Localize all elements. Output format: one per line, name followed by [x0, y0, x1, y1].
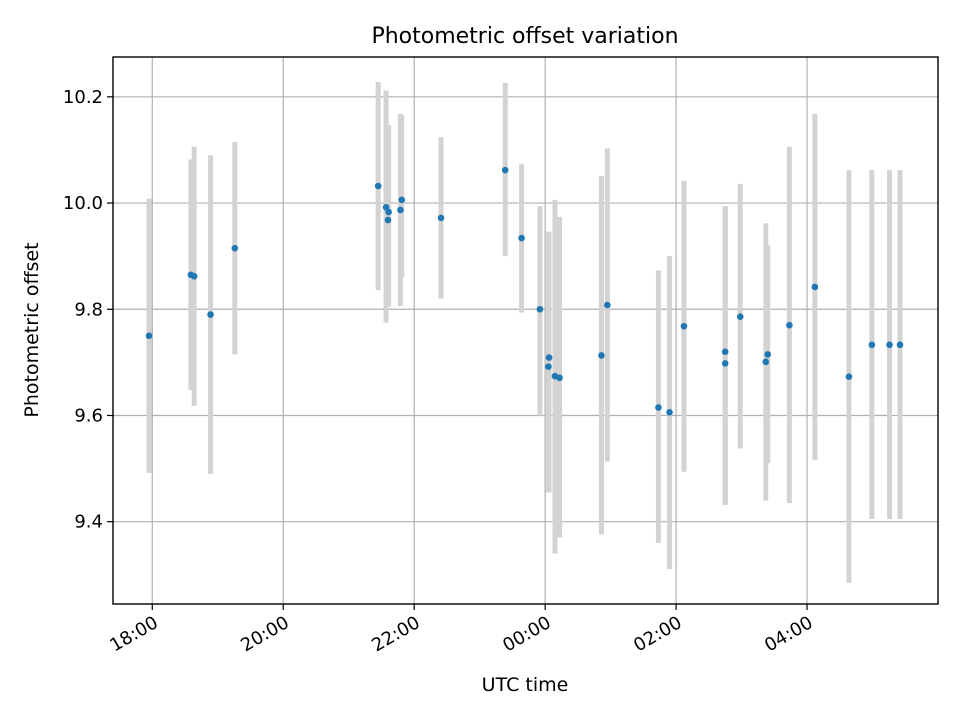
data-point [666, 408, 673, 416]
data-point [190, 273, 198, 280]
error-bars [146, 81, 903, 583]
y-tick-label: 10.0 [63, 193, 103, 214]
x-tick-label: 22:00 [368, 612, 423, 656]
data-points [145, 166, 904, 416]
data-point [385, 208, 392, 216]
data-point [545, 363, 552, 370]
data-point [231, 244, 239, 252]
plot-area-frame [112, 56, 939, 605]
data-point [680, 322, 688, 330]
data-point [545, 354, 553, 361]
data-point [811, 283, 819, 291]
x-tick-label: 04:00 [761, 612, 816, 656]
data-point [764, 351, 772, 358]
data-point [397, 206, 404, 214]
x-tick-label: 00:00 [499, 612, 554, 656]
data-point [501, 166, 509, 174]
data-point [518, 234, 525, 242]
data-point [655, 404, 662, 411]
y-tick-label: 9.6 [74, 405, 103, 426]
y-axis-label: Photometric offset [21, 242, 43, 417]
data-point [721, 360, 729, 367]
data-point [145, 332, 153, 340]
data-point [207, 311, 214, 318]
x-tick-label: 20:00 [237, 612, 292, 656]
data-point [721, 348, 729, 356]
data-point [556, 374, 563, 382]
y-tick-label: 9.4 [74, 512, 103, 533]
y-tick-label: 10.2 [63, 87, 103, 108]
data-point [437, 214, 445, 222]
data-point [896, 341, 904, 349]
data-point [384, 216, 392, 224]
data-point [886, 341, 893, 349]
data-point [762, 358, 770, 366]
grid [113, 57, 938, 604]
y-tick-label: 9.8 [74, 299, 103, 320]
x-tick-label: 02:00 [630, 612, 685, 656]
data-point [374, 182, 382, 190]
data-point [868, 341, 876, 349]
data-point [736, 313, 744, 320]
data-point [536, 305, 544, 313]
data-point [604, 301, 611, 309]
x-tick-label: 18:00 [106, 612, 161, 656]
data-point [398, 196, 406, 204]
data-point [598, 352, 605, 359]
x-axis-label: UTC time [482, 674, 569, 696]
data-point [786, 321, 793, 329]
data-point [845, 373, 853, 381]
chart-title: Photometric offset variation [371, 24, 678, 49]
